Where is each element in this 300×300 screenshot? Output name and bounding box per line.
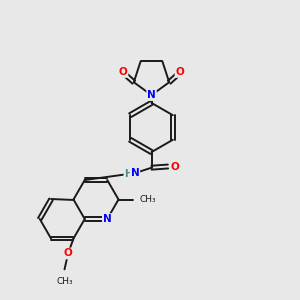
Text: N: N: [147, 90, 156, 100]
Text: CH₃: CH₃: [56, 278, 73, 286]
Text: N: N: [130, 168, 140, 178]
Text: O: O: [64, 248, 73, 259]
Text: N: N: [103, 214, 112, 224]
Text: O: O: [119, 67, 128, 77]
Text: H: H: [124, 169, 133, 179]
Text: O: O: [170, 161, 179, 172]
Text: CH₃: CH₃: [140, 195, 156, 204]
Text: O: O: [176, 67, 184, 77]
